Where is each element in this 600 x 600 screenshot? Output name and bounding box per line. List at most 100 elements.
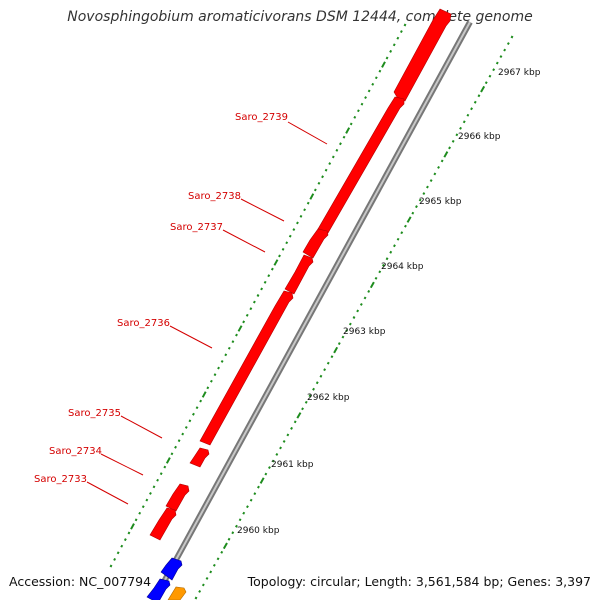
inner-scale-tick [352,316,356,319]
inner-scale-tick [209,570,213,574]
inner-scale-tick [443,151,449,158]
outer-scale-tick [288,234,292,238]
outer-scale-tick [360,102,364,106]
outer-scale-tick [364,96,367,100]
inner-scale-tick [396,237,400,241]
inner-scale-tick [389,250,393,254]
inner-scale-tick [451,139,455,143]
outer-scale-tick [324,168,328,172]
inner-scale-tick [286,433,290,437]
inner-scale-tick [382,263,385,267]
inner-scale-tick [484,81,488,85]
inner-tick-track [194,35,514,600]
outer-scale-tick [237,325,243,332]
outer-scale-tick [184,426,188,429]
gene-arrow-saro-2739[interactable] [317,96,405,234]
topology-text: Topology: circular; Length: 3,561,584 bp… [247,574,591,589]
outer-scale-tick [130,523,135,530]
inner-scale-tick [312,387,315,391]
gene-arrow-saro-2735[interactable] [189,447,210,468]
outer-scale-tick [149,491,152,495]
inner-scale-tick [477,94,481,98]
outer-scale-tick [339,142,342,146]
inner-scale-tick [264,472,268,476]
scale-label: 2966 kbp [458,132,501,142]
inner-scale-tick [367,289,371,293]
outer-scale-tick [113,557,116,561]
scale-labels: 2967 kbp 2966 kbp 2965 kbp 2964 kbp 2963… [237,68,541,536]
outer-scale-tick [165,457,171,464]
outer-scale-tick [253,300,256,304]
gene-label[interactable]: Saro_2734 [49,446,102,457]
inner-scale-tick [466,113,470,117]
inner-scale-tick [308,394,312,398]
inner-scale-tick [319,374,323,378]
outer-scale-tick [188,419,192,423]
gene-label[interactable]: Saro_2738 [188,191,241,202]
outer-scale-tick [357,109,360,113]
inner-scale-tick [440,159,444,163]
gene-arrow-saro-2733[interactable] [149,507,177,541]
outer-scale-tick [201,391,207,398]
gene-label[interactable]: Saro_2735 [68,408,121,419]
inner-scale-tick [205,576,209,580]
gene-arrow-saro-2737[interactable] [284,254,314,295]
inner-scale-tick [488,74,492,78]
inner-scale-tick [406,216,412,223]
gene-arrow-saro-2734[interactable] [165,483,190,512]
outer-scale-tick [321,175,324,179]
inner-scale-tick [333,346,339,354]
genome-backbone [151,20,473,600]
outer-scale-tick [145,498,149,502]
inner-scale-tick [253,492,257,496]
outer-scale-tick [163,465,167,469]
gene-arrow-blue-2[interactable] [146,578,171,600]
outer-scale-tick [116,551,120,555]
outer-scale-tick [385,56,389,60]
outer-scale-tick [403,23,407,27]
inner-scale-tick [201,583,205,587]
outer-scale-tick [192,412,195,416]
outer-scale-tick [303,208,306,212]
inner-scale-tick [231,531,235,535]
gene-label[interactable]: Saro_2736 [117,318,170,329]
inner-scale-tick [249,498,253,502]
outer-scale-tick [109,564,113,568]
inner-scale-tick [459,126,462,130]
outer-scale-tick [267,274,271,278]
inner-scale-tick [212,563,216,567]
gene-label[interactable]: Saro_2737 [170,222,223,233]
inner-scale-tick [282,439,286,443]
outer-scale-tick [281,247,285,251]
inner-scale-tick [404,224,407,228]
inner-scale-tick [369,281,375,289]
outer-scale-tick [206,386,210,390]
outer-scale-tick [224,353,228,357]
gene-arrow-orange[interactable] [167,586,187,600]
inner-scale-tick [293,420,297,424]
inner-scale-tick [216,557,220,561]
gene-arrow-blue-1[interactable] [160,557,183,581]
inner-scale-tick [235,524,238,528]
gene-label[interactable]: Saro_2739 [235,112,288,123]
outer-scale-tick [313,188,317,192]
inner-scale-tick [429,179,433,183]
gene-arrow-saro-2740[interactable] [393,8,452,102]
inner-scale-tick [455,133,459,137]
inner-scale-tick [495,61,499,65]
inner-scale-tick [418,198,422,202]
inner-scale-tick [341,335,345,339]
inner-scale-tick [378,270,382,274]
outer-scale-tick [227,346,231,350]
gene-arrow-saro-2738[interactable] [302,228,329,259]
outer-scale-tick [159,472,163,476]
gene-arrow-saro-2736[interactable] [199,290,294,446]
inner-scale-tick [220,550,224,554]
inner-scale-tick [374,276,378,280]
gene-label[interactable]: Saro_2733 [34,474,87,485]
outer-scale-tick [400,30,403,34]
inner-scale-tick [268,466,271,470]
inner-scale-tick [301,407,304,411]
inner-scale-tick [499,55,503,59]
outer-scale-tick [328,162,332,165]
